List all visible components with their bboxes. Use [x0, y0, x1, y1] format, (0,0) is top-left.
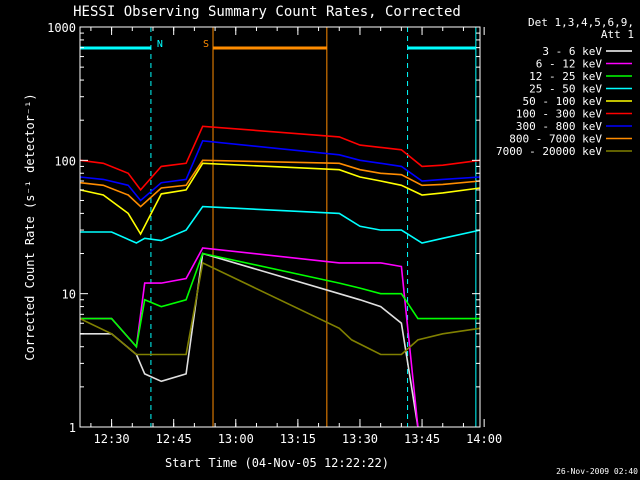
legend-label: 50 - 100 keV	[523, 95, 603, 108]
marker-s-label: S	[203, 39, 209, 50]
y-tick-label: 1000	[47, 21, 76, 35]
x-tick-label: 12:45	[156, 432, 192, 446]
x-axis-label: Start Time (04-Nov-05 12:22:22)	[165, 456, 389, 470]
legend-label: 25 - 50 keV	[529, 83, 602, 96]
series-line-3	[80, 205, 481, 244]
series-line-7	[79, 159, 481, 208]
legend-label: 6 - 12 keV	[536, 58, 603, 71]
y-tick-label: 10	[62, 288, 76, 302]
series-line-2	[80, 252, 480, 349]
x-tick-label: 13:45	[404, 432, 440, 446]
marker-n-label: N	[157, 39, 163, 50]
footer-date: 26-Nov-2009 02:40	[556, 467, 638, 476]
legend-label: 7000 - 20000 keV	[496, 145, 602, 158]
series-line-4	[79, 162, 481, 236]
legend-label: 800 - 7000 keV	[509, 133, 602, 146]
series-line-8	[79, 261, 481, 356]
x-tick-label: 14:00	[466, 432, 502, 446]
x-tick-label: 13:00	[218, 432, 254, 446]
y-axis-label: Corrected Count Rate (s⁻¹ detector⁻¹)	[23, 93, 37, 360]
series-layer	[79, 125, 481, 428]
y-tick-label: 100	[54, 154, 76, 168]
legend-header-line-2: Att 1	[601, 28, 634, 41]
plot-frame	[79, 26, 481, 428]
y-tick-label: 1	[69, 421, 76, 435]
chart-title: HESSI Observing Summary Count Rates, Cor…	[73, 4, 461, 20]
x-tick-label: 13:30	[342, 432, 378, 446]
x-tick-label: 13:15	[280, 432, 316, 446]
x-tick-label: 12:30	[94, 432, 130, 446]
legend-label: 12 - 25 keV	[529, 70, 602, 83]
legend-header-line-1: Det 1,3,4,5,6,9,	[528, 16, 634, 29]
legend-label: 3 - 6 keV	[542, 45, 602, 58]
series-line-5	[79, 125, 481, 192]
legend-label: 100 - 300 keV	[516, 108, 602, 121]
series-line-6	[79, 139, 481, 202]
legend-label: 300 - 800 keV	[516, 120, 602, 133]
axes-layer: 12:30 12:45 13:00 13:15 13:30 13:45 14:00 1 10 10…	[47, 21, 502, 446]
